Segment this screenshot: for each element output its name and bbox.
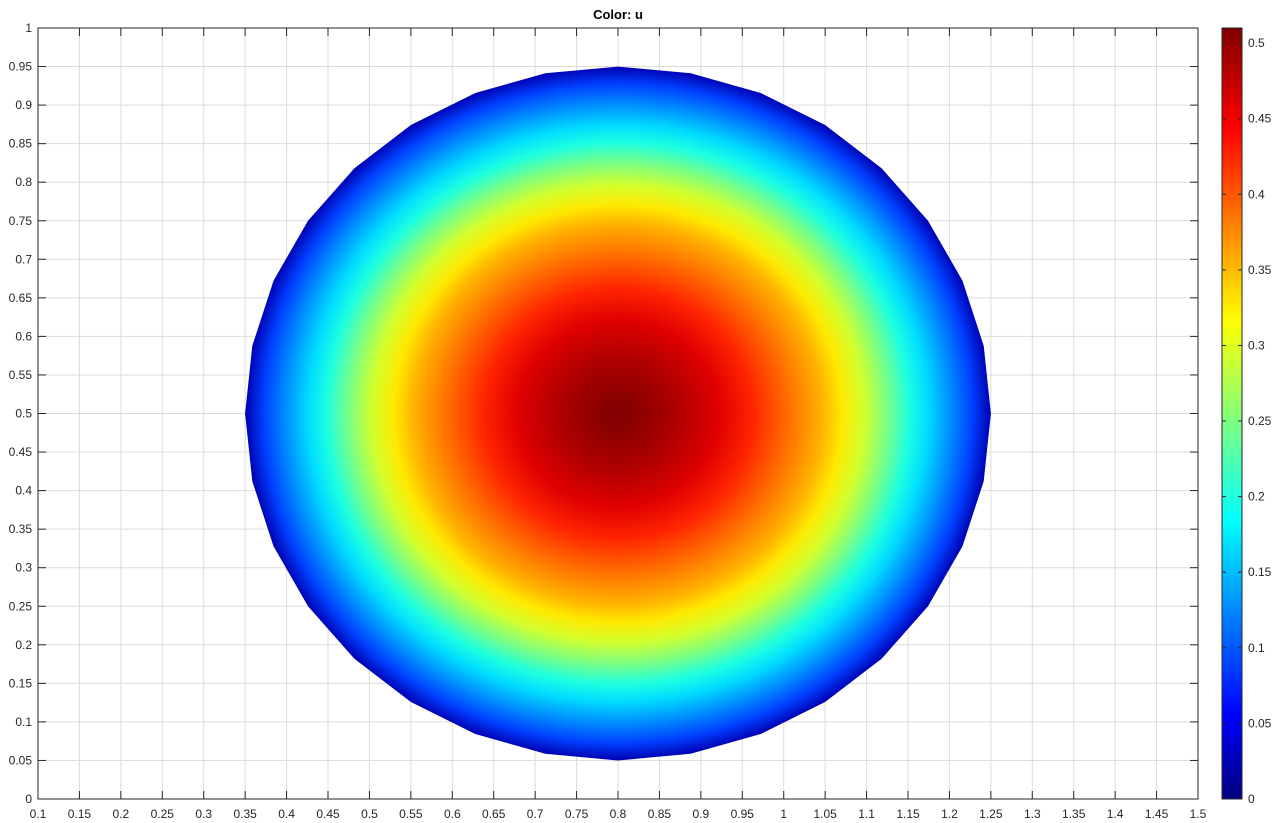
colorbar-tick-label: 0 <box>1248 792 1255 806</box>
colorbar-tick-label: 0.1 <box>1248 641 1265 655</box>
x-axis: 0.1 0.15 0.2 0.25 0.3 0.35 0.4 0.45 0.5 0.55 0.6 0.… <box>30 28 1207 821</box>
y-tick-label: 0.05 <box>9 753 33 767</box>
colorbar-tick-label: 0.5 <box>1248 36 1265 50</box>
x-tick-label: 1.2 <box>941 807 958 821</box>
x-tick-label: 1.3 <box>1024 807 1041 821</box>
x-tick-label: 0.95 <box>731 807 755 821</box>
colorbar-tick-label: 0.3 <box>1248 338 1265 352</box>
y-tick-label: 0 <box>25 792 32 806</box>
x-tick-label: 0.7 <box>527 807 544 821</box>
x-tick-label: 1 <box>780 807 787 821</box>
x-tick-label: 0.55 <box>399 807 423 821</box>
y-tick-label: 0.7 <box>15 252 32 266</box>
colorbar-tick-label: 0.05 <box>1248 716 1272 730</box>
y-tick-label: 0.3 <box>15 561 32 575</box>
x-tick-label: 0.5 <box>361 807 378 821</box>
y-tick-label: 0.95 <box>9 60 33 74</box>
y-tick-label: 0.9 <box>15 98 32 112</box>
y-tick-label: 0.4 <box>15 484 32 498</box>
x-tick-label: 0.85 <box>648 807 672 821</box>
colorbar-tick-label: 0.35 <box>1248 263 1272 277</box>
x-tick-label: 0.25 <box>151 807 175 821</box>
colorbar-tick-label: 0.15 <box>1248 565 1272 579</box>
colorbar <box>1221 27 1243 800</box>
x-tick-label: 0.2 <box>113 807 130 821</box>
colorbar-tick-label: 0.2 <box>1248 490 1265 504</box>
x-tick-label: 1.15 <box>896 807 920 821</box>
y-tick-label: 0.35 <box>9 522 33 536</box>
y-tick-label: 0.75 <box>9 214 33 228</box>
y-tick-label: 0.25 <box>9 599 33 613</box>
y-tick-label: 0.45 <box>9 445 33 459</box>
y-tick-label: 0.85 <box>9 137 33 151</box>
x-tick-label: 0.8 <box>610 807 627 821</box>
y-tick-label: 1 <box>25 21 32 35</box>
y-tick-label: 0.65 <box>9 291 33 305</box>
colorbar-tick-label: 0.25 <box>1248 414 1272 428</box>
x-tick-label: 0.4 <box>278 807 295 821</box>
y-tick-label: 0.1 <box>15 715 32 729</box>
chart-title: Color: u <box>593 7 643 22</box>
x-tick-label: 1.5 <box>1190 807 1207 821</box>
y-tick-label: 0.55 <box>9 368 33 382</box>
solution-domain-surface <box>245 66 991 761</box>
colorbar-tick-label: 0.4 <box>1248 187 1265 201</box>
x-tick-label: 1.45 <box>1145 807 1169 821</box>
x-tick-label: 0.65 <box>482 807 506 821</box>
y-tick-label: 0.15 <box>9 676 33 690</box>
x-tick-label: 0.45 <box>316 807 340 821</box>
x-tick-label: 1.1 <box>858 807 875 821</box>
x-tick-label: 1.35 <box>1062 807 1086 821</box>
x-tick-label: 1.25 <box>979 807 1003 821</box>
x-tick-label: 0.6 <box>444 807 461 821</box>
y-tick-label: 0.5 <box>15 407 32 421</box>
y-tick-label: 0.2 <box>15 638 32 652</box>
x-tick-label: 0.9 <box>693 807 710 821</box>
colorbar-tick-label: 0.45 <box>1248 112 1272 126</box>
y-axis: 0 0.05 0.1 0.15 0.2 0.25 0.3 0.35 0.4 0.45 0.5 0.55… <box>9 21 1198 806</box>
colorbar-axis: 0 0.05 0.1 0.15 0.2 0.25 0.3 0.35 0.4 0.45 0.5 <box>1222 36 1272 806</box>
x-tick-label: 0.3 <box>195 807 212 821</box>
y-tick-label: 0.8 <box>15 175 32 189</box>
y-tick-label: 0.6 <box>15 329 32 343</box>
x-tick-label: 0.15 <box>68 807 92 821</box>
x-tick-label: 1.05 <box>813 807 837 821</box>
x-tick-label: 1.4 <box>1107 807 1124 821</box>
x-tick-label: 0.75 <box>565 807 589 821</box>
x-tick-label: 0.35 <box>233 807 257 821</box>
x-tick-label: 0.1 <box>30 807 47 821</box>
